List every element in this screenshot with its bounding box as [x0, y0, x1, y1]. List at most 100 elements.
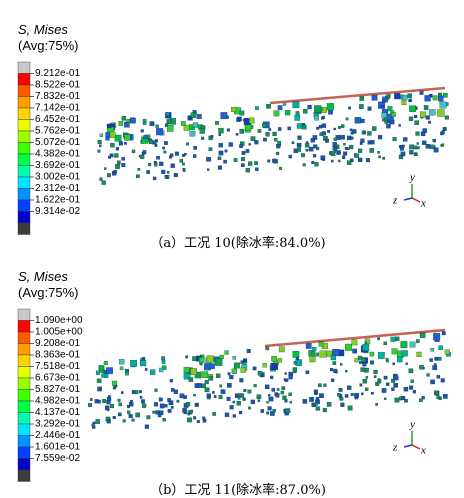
mesh-element — [391, 112, 396, 117]
mesh-element — [381, 112, 387, 118]
mesh-element — [340, 135, 345, 140]
mesh-element — [268, 128, 272, 131]
mesh-element — [284, 378, 289, 382]
mesh-element — [419, 90, 424, 95]
mesh-element — [296, 142, 302, 148]
mesh-element — [248, 143, 251, 146]
mesh-element — [212, 412, 216, 416]
mesh-element — [179, 159, 184, 163]
mesh-element — [99, 144, 102, 148]
mesh-element — [345, 343, 353, 351]
mesh-element — [165, 112, 170, 116]
mesh-element — [315, 406, 320, 411]
mesh-element — [284, 109, 291, 116]
mesh-element — [240, 163, 245, 168]
mesh-element — [378, 352, 385, 359]
mesh-element — [114, 134, 122, 142]
legend-value: 2.312e-01 — [35, 183, 80, 194]
mesh-element — [344, 394, 349, 398]
legend-value: 5.762e-01 — [35, 126, 80, 137]
mesh-element — [113, 169, 117, 174]
mesh-element — [115, 147, 120, 151]
mesh-element — [239, 128, 245, 134]
mesh-element — [340, 124, 345, 128]
mesh-element — [182, 162, 185, 166]
mesh-element — [124, 141, 127, 145]
mesh-element — [349, 158, 354, 163]
axis-label: z — [392, 195, 398, 207]
mesh-element — [206, 355, 214, 363]
mesh-element — [375, 381, 380, 386]
mesh-element — [232, 356, 236, 360]
mesh-element — [243, 389, 247, 392]
mesh-element — [171, 406, 174, 409]
mesh-element — [319, 393, 324, 398]
legend-value: 4.137e-01 — [35, 407, 80, 418]
mesh-element — [103, 361, 108, 366]
mesh-element — [347, 147, 350, 150]
mesh-element — [186, 142, 189, 146]
mesh-element — [413, 145, 417, 150]
mesh-element — [370, 360, 374, 365]
mesh-element — [245, 167, 251, 173]
mesh-element — [312, 154, 317, 158]
mesh-element — [112, 386, 116, 390]
mesh-element — [437, 356, 442, 361]
mesh-element — [402, 94, 408, 101]
mesh-element — [219, 354, 224, 359]
mesh-element — [271, 356, 277, 362]
mesh-element — [114, 384, 118, 388]
mesh-element — [354, 117, 362, 124]
mesh-element — [333, 150, 337, 153]
mesh-element — [408, 98, 412, 103]
mesh-element — [159, 403, 165, 409]
mesh-element — [243, 358, 248, 363]
mesh-element — [332, 349, 340, 357]
mesh-element — [284, 399, 288, 403]
legend-title: S, Mises — [18, 269, 68, 284]
mesh-element — [330, 378, 335, 382]
mesh-element — [224, 149, 228, 153]
mesh-element — [118, 121, 124, 126]
legend-value: 1.005e+00 — [35, 327, 83, 338]
mesh-element — [161, 360, 166, 364]
mesh-element — [294, 115, 301, 121]
mesh-element — [426, 373, 430, 377]
color-swatch — [17, 142, 31, 155]
mesh-element — [194, 402, 199, 407]
mesh-element — [281, 386, 286, 391]
color-swatch — [17, 96, 31, 109]
mesh-element — [364, 367, 369, 373]
mesh-element — [276, 144, 281, 149]
mesh-element — [370, 140, 375, 145]
mesh-element — [122, 419, 126, 423]
color-swatch — [17, 423, 31, 436]
mesh-element — [364, 338, 371, 344]
mesh-element — [189, 409, 194, 414]
mesh-element — [302, 399, 308, 404]
mesh-element — [401, 350, 408, 357]
mesh-element — [140, 154, 145, 159]
legend-value: 7.559e-02 — [35, 453, 80, 464]
mesh-element — [146, 415, 151, 420]
mesh-element — [352, 348, 357, 354]
mesh-element — [367, 106, 372, 111]
color-swatch — [17, 458, 31, 471]
mesh-element — [190, 368, 198, 376]
mesh-element — [187, 413, 190, 416]
legend-title: S, Mises — [18, 22, 68, 37]
mesh-element — [223, 159, 227, 164]
mesh-element — [242, 118, 246, 122]
mesh-element — [204, 387, 210, 393]
mesh-element — [157, 413, 162, 418]
mesh-element — [432, 95, 438, 101]
mesh-element — [350, 136, 354, 140]
mesh-element — [365, 376, 369, 379]
mesh-element — [326, 103, 334, 111]
mesh-element — [330, 368, 334, 372]
mesh-element — [166, 171, 170, 174]
mesh-element — [440, 378, 445, 383]
color-swatch — [17, 377, 31, 390]
axis-x — [411, 444, 421, 450]
mesh-element — [190, 112, 197, 118]
